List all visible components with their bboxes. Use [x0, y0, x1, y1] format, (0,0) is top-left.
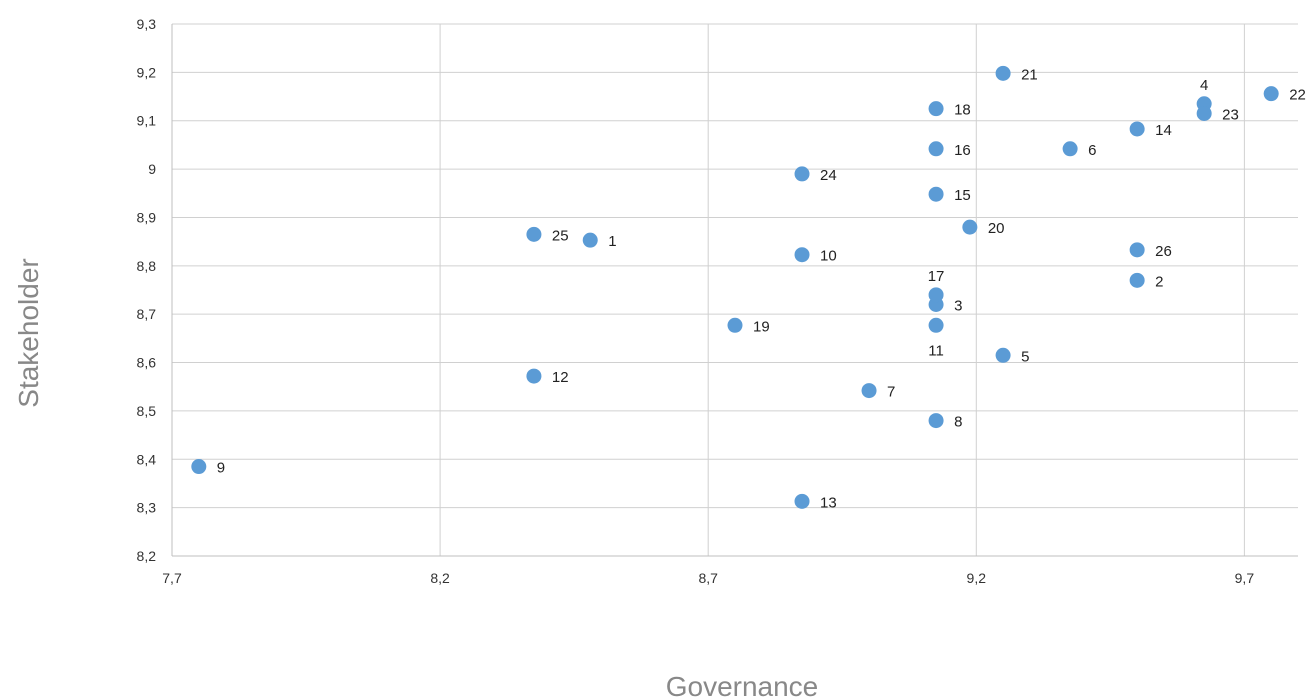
data-point: [727, 317, 743, 333]
data-point: [995, 347, 1011, 363]
data-point: [1129, 121, 1145, 137]
y-tick-label: 9,2: [137, 64, 157, 80]
data-label: 1: [608, 233, 616, 250]
data-point: [526, 226, 542, 242]
data-label: 18: [954, 102, 971, 119]
data-point: [928, 186, 944, 202]
y-tick-label: 8,8: [137, 258, 157, 274]
data-point: [1129, 242, 1145, 258]
data-point: [928, 101, 944, 117]
data-point: [995, 65, 1011, 81]
y-axis-title: Stakeholder: [13, 258, 44, 407]
data-label: 6: [1088, 142, 1096, 159]
data-point: [928, 317, 944, 333]
y-tick-label: 8,3: [137, 500, 157, 516]
y-tick-label: 8,5: [137, 403, 157, 419]
tick-labels: 8,2 8,3 8,4 8,5 8,6 8,7 8,8 8,9 9 9,1 9,2 9,3 7,7 8,2…: [137, 16, 1255, 586]
y-tick-label: 8,4: [137, 451, 157, 467]
x-tick-label: 9,7: [1235, 570, 1255, 586]
data-label: 10: [820, 248, 837, 265]
data-points: [191, 65, 1279, 509]
data-label: 16: [954, 142, 971, 159]
axes: [171, 24, 1298, 557]
data-point: [794, 493, 810, 509]
y-tick-label: 8,7: [137, 306, 157, 322]
data-point: [861, 383, 877, 399]
y-tick-label: 9: [148, 161, 156, 177]
y-tick-label: 8,6: [137, 355, 157, 371]
data-point: [928, 287, 944, 303]
data-label: 3: [954, 298, 962, 315]
data-point: [928, 413, 944, 429]
data-label: 14: [1155, 122, 1172, 139]
data-point: [191, 459, 207, 475]
data-label: 4: [1200, 77, 1208, 94]
data-label: 15: [954, 187, 971, 204]
y-tick-label: 9,1: [137, 113, 157, 129]
data-label: 17: [928, 268, 945, 285]
x-tick-label: 8,7: [698, 570, 718, 586]
data-label: 21: [1021, 66, 1038, 83]
data-label: 9: [217, 460, 225, 477]
data-point: [1196, 105, 1212, 121]
data-point: [526, 368, 542, 384]
x-tick-label: 7,7: [162, 570, 182, 586]
data-point: [962, 219, 978, 235]
data-label: 19: [753, 318, 770, 335]
data-point: [1263, 86, 1279, 102]
data-label: 26: [1155, 243, 1172, 260]
data-label: 20: [988, 220, 1005, 237]
x-tick-label: 8,2: [430, 570, 450, 586]
point-labels: 1234567891011121314151617181920212223242…: [217, 66, 1306, 511]
data-point: [794, 247, 810, 263]
data-label: 12: [552, 369, 569, 386]
y-tick-label: 9,3: [137, 16, 157, 32]
data-label: 11: [928, 342, 944, 359]
data-label: 25: [552, 227, 569, 244]
data-label: 8: [954, 414, 962, 431]
data-label: 7: [887, 384, 895, 401]
x-tick-label: 9,2: [967, 570, 987, 586]
data-label: 13: [820, 494, 837, 511]
data-label: 23: [1222, 106, 1239, 123]
data-label: 2: [1155, 273, 1163, 290]
data-label: 5: [1021, 348, 1029, 365]
data-point: [1129, 272, 1145, 288]
x-axis-title: Governance: [666, 671, 819, 698]
data-point: [1062, 141, 1078, 157]
y-tick-label: 8,9: [137, 209, 157, 225]
y-tick-label: 8,2: [137, 548, 157, 564]
data-label: 22: [1289, 87, 1306, 104]
data-label: 24: [820, 167, 837, 184]
grid-lines: [172, 23, 1298, 556]
data-point: [794, 166, 810, 182]
data-point: [928, 141, 944, 157]
data-point: [582, 232, 598, 248]
